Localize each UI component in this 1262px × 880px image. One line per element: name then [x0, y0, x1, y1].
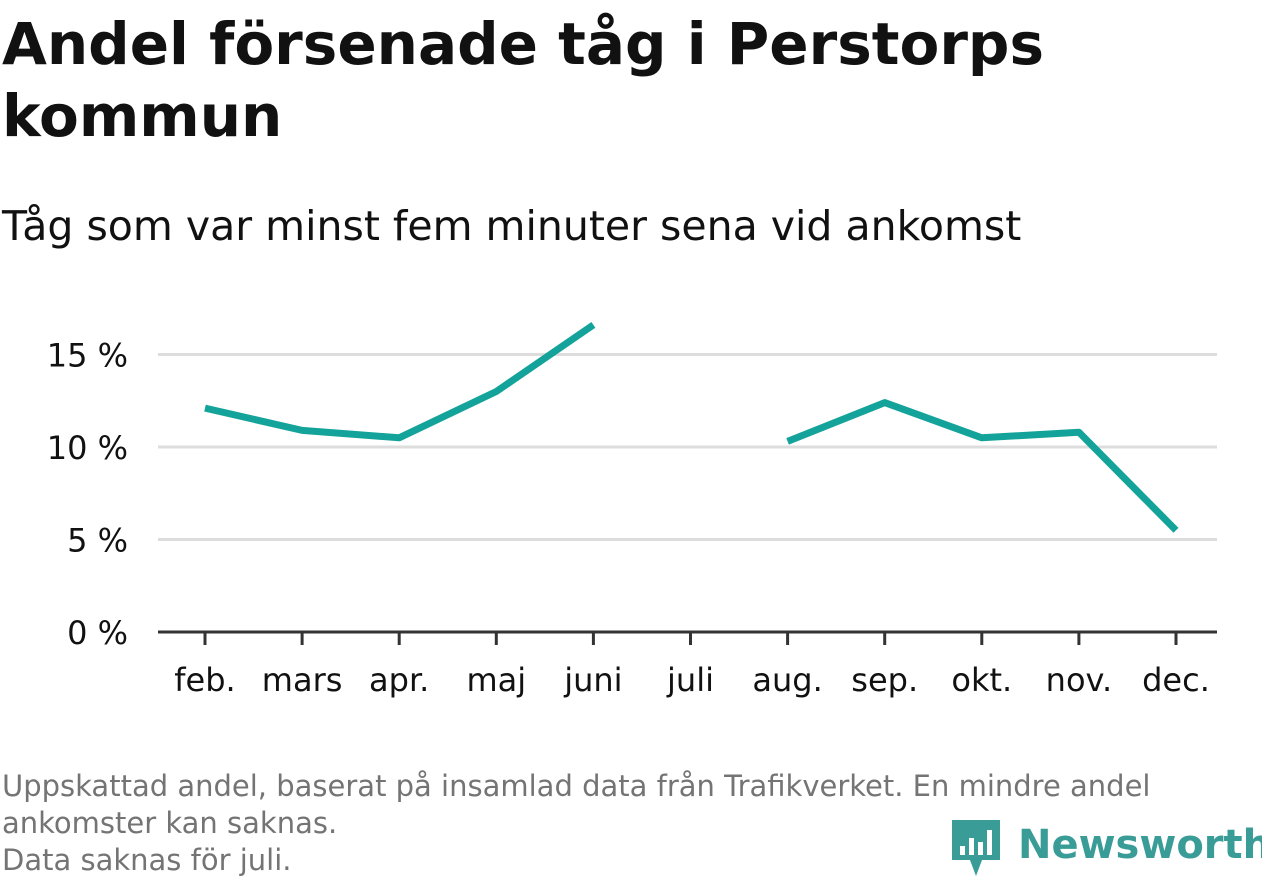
- y-axis-tick-labels: 0 % 5 % 10 % 15 %: [47, 337, 128, 653]
- y-tick-label: 5 %: [67, 522, 128, 560]
- x-tick-label: juli: [666, 661, 714, 699]
- y-tick-label: 15 %: [47, 337, 128, 375]
- series-lines: [204, 322, 1179, 533]
- x-axis: feb. mars apr. maj juni juli aug. sep. okt. nov. d…: [158, 630, 1217, 699]
- x-tick-label: feb.: [174, 661, 235, 699]
- x-tick-label: okt.: [951, 661, 1012, 699]
- footer-note-line-2: ankomster kan saknas.: [2, 806, 338, 840]
- brand-name: Newsworthy: [1018, 822, 1262, 868]
- x-tick-label: aug.: [752, 661, 822, 699]
- bar-chart-pin-icon: [952, 820, 1000, 876]
- y-tick-label: 10 %: [47, 429, 128, 467]
- x-tick-label: apr.: [369, 661, 429, 699]
- x-tick-label: sep.: [851, 661, 918, 699]
- line-chart: 0 % 5 % 10 % 15 % feb. mars apr. maj juni juli au…: [47, 322, 1217, 699]
- footer-note-line-1: Uppskattad andel, baserat på insamlad da…: [2, 769, 1151, 803]
- newsworthy-logo: Newsworthy: [950, 818, 1262, 880]
- x-tick-label: mars: [262, 661, 343, 699]
- y-tick-label: 0 %: [67, 614, 128, 652]
- x-tick-label: juni: [563, 661, 622, 699]
- chart-title: Andel försenade tåg i Perstorps kommun: [2, 10, 1044, 150]
- x-tick-label: dec.: [1142, 661, 1210, 699]
- series-line-segment: [786, 399, 1179, 533]
- series-line-segment: [204, 322, 596, 442]
- chart-footer: Uppskattad andel, baserat på insamlad da…: [2, 768, 1252, 879]
- chart-subtitle: Tåg som var minst fem minuter sena vid a…: [2, 202, 1022, 250]
- gridlines: [158, 353, 1217, 541]
- footer-note-line-3: Data saknas för juli.: [2, 843, 292, 877]
- x-tick-label: maj: [466, 661, 526, 699]
- x-tick-label: nov.: [1046, 661, 1112, 699]
